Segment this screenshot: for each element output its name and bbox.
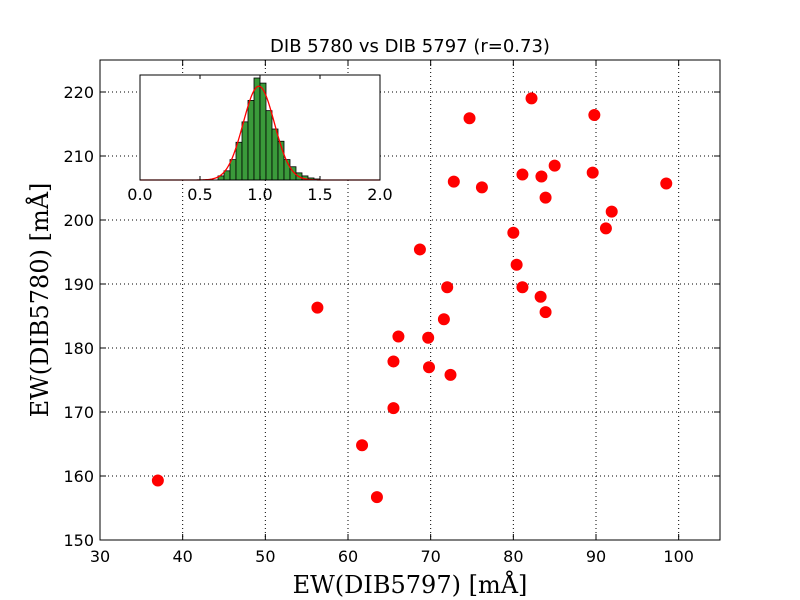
data-point xyxy=(151,474,164,487)
y-tick-label: 150 xyxy=(63,531,94,550)
data-point xyxy=(535,170,548,183)
data-point xyxy=(588,109,601,122)
data-point xyxy=(516,281,529,294)
inset-x-tick-label: 1.0 xyxy=(247,185,272,204)
data-point xyxy=(437,313,450,326)
data-point xyxy=(539,191,552,204)
data-point xyxy=(463,112,476,125)
histogram-bar xyxy=(253,77,261,181)
data-point xyxy=(516,168,529,181)
data-point xyxy=(539,306,552,319)
data-point xyxy=(444,368,457,381)
data-point xyxy=(599,222,612,235)
data-point xyxy=(387,402,400,415)
histogram-bar xyxy=(241,121,249,181)
data-point xyxy=(534,290,547,303)
data-point xyxy=(422,331,435,344)
x-tick-label: 100 xyxy=(663,547,694,566)
histogram-bar xyxy=(271,128,279,181)
data-point xyxy=(475,181,488,194)
y-tick-label: 180 xyxy=(63,339,94,358)
x-tick-label: 30 xyxy=(90,547,110,566)
y-tick-label: 170 xyxy=(63,403,94,422)
data-point xyxy=(525,92,538,105)
axis-ticks: 30 40 50 60 70 80 90 100 150 160 170 180 190 200 210 22… xyxy=(63,60,720,566)
data-points xyxy=(151,92,673,504)
data-point xyxy=(447,175,460,188)
x-tick-label: 90 xyxy=(586,547,606,566)
y-tick-label: 160 xyxy=(63,467,94,486)
y-tick-label: 220 xyxy=(63,83,94,102)
data-point xyxy=(392,330,405,343)
x-tick-label: 40 xyxy=(172,547,192,566)
data-point xyxy=(370,491,383,504)
data-point xyxy=(423,361,436,374)
data-point xyxy=(510,258,523,271)
data-point xyxy=(660,177,673,190)
x-tick-label: 80 xyxy=(503,547,523,566)
x-tick-label: 70 xyxy=(420,547,440,566)
data-point xyxy=(441,281,454,294)
histogram-bar xyxy=(229,159,237,181)
inset-x-tick-label: 2.0 xyxy=(367,185,392,204)
x-tick-label: 60 xyxy=(338,547,358,566)
data-point xyxy=(507,226,520,239)
x-tick-label: 50 xyxy=(255,547,275,566)
data-point xyxy=(586,166,599,179)
histogram-bar xyxy=(223,170,231,181)
inset-x-tick-label: 1.5 xyxy=(307,185,332,204)
y-tick-label: 190 xyxy=(63,275,94,294)
y-axis-label: EW(DIB5780) [mÅ] xyxy=(25,183,54,418)
inset-x-tick-label: 0.5 xyxy=(187,185,212,204)
y-tick-label: 210 xyxy=(63,147,94,166)
y-tick-label: 200 xyxy=(63,211,94,230)
plot-area-frame xyxy=(99,59,721,541)
chart-title: DIB 5780 vs DIB 5797 (r=0.73) xyxy=(270,36,550,57)
data-point xyxy=(413,243,426,256)
inset-x-tick-label: 0.0 xyxy=(127,185,152,204)
histogram-bar xyxy=(247,100,255,181)
histogram-inset: 0.0 0.5 1.0 1.5 2.0 xyxy=(127,74,393,204)
histogram-bar xyxy=(265,110,273,181)
data-point xyxy=(356,439,369,452)
histogram-bar xyxy=(259,82,267,181)
histogram-bar xyxy=(235,141,243,181)
data-point xyxy=(387,355,400,368)
x-axis-label: EW(DIB5797) [mÅ] xyxy=(293,570,528,599)
data-point xyxy=(605,205,618,218)
data-point xyxy=(311,301,324,314)
data-point xyxy=(548,159,561,172)
